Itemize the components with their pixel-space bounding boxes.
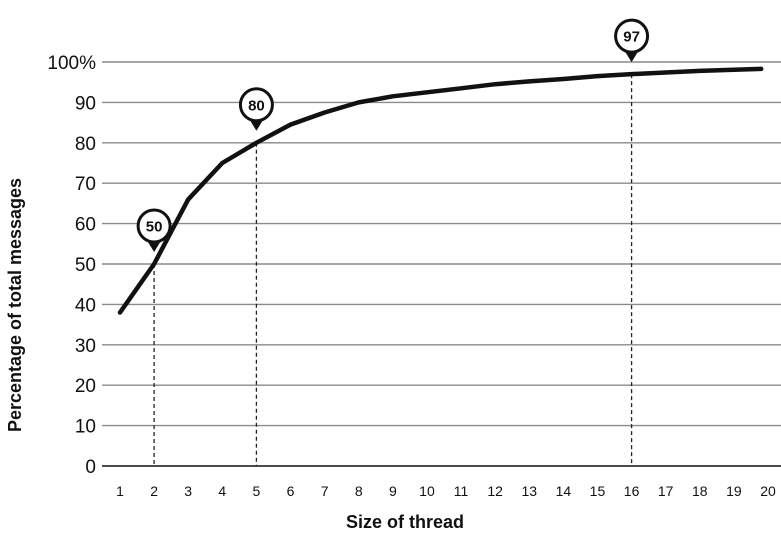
x-tick-label: 17 — [658, 483, 674, 499]
x-tick-label: 20 — [760, 483, 776, 499]
series-line — [117, 66, 764, 315]
x-tick-label: 18 — [692, 483, 708, 499]
y-tick-label: 30 — [75, 336, 96, 357]
grid-lines — [102, 61, 781, 467]
x-tick-label: 10 — [419, 483, 435, 499]
x-tick-label: 11 — [454, 483, 469, 499]
annotation-callouts: 50 80 97 — [136, 18, 650, 252]
y-tick-label: 80 — [75, 134, 96, 155]
callout-label: 97 — [623, 29, 640, 46]
series-layer — [117, 66, 764, 315]
callout-label: 80 — [248, 97, 265, 114]
y-tick-label: 0 — [85, 457, 96, 478]
annotation-callout: 50 — [136, 208, 172, 252]
y-tick-labels: 0 10 20 30 40 50 60 70 80 90 100% — [47, 53, 96, 478]
x-tick-label: 1 — [116, 483, 124, 499]
y-tick-label: 20 — [75, 376, 96, 397]
x-tick-label: 15 — [590, 483, 606, 499]
x-tick-label: 13 — [521, 483, 537, 499]
x-tick-label: 14 — [556, 483, 572, 499]
x-tick-label: 8 — [355, 483, 363, 499]
y-tick-label: 60 — [75, 215, 96, 236]
y-tick-label: 100% — [47, 53, 96, 74]
y-tick-label: 40 — [75, 295, 96, 316]
annotation-callout: 97 — [614, 18, 650, 63]
x-tick-label: 4 — [218, 483, 226, 499]
x-axis-title: Size of thread — [346, 512, 464, 532]
x-tick-label: 16 — [624, 483, 640, 499]
annotation-droplines — [153, 74, 633, 466]
y-tick-label: 50 — [75, 255, 96, 276]
x-tick-label: 12 — [487, 483, 503, 499]
x-tick-label: 6 — [287, 483, 295, 499]
x-tick-label: 9 — [389, 483, 397, 499]
x-tick-labels: 1 2 3 4 5 6 7 8 9 10 11 12 13 14 15 16 17 18 19 20 — [116, 483, 776, 499]
x-tick-label: 7 — [321, 483, 329, 499]
callout-label: 50 — [146, 219, 163, 236]
x-tick-label: 3 — [184, 483, 192, 499]
callout-bubble — [136, 208, 172, 244]
x-tick-label: 5 — [253, 483, 261, 499]
annotation-callout: 80 — [238, 87, 274, 131]
y-tick-label: 90 — [75, 93, 96, 114]
y-axis-title: Percentage of total messages — [5, 178, 25, 432]
x-tick-label: 2 — [150, 483, 158, 499]
y-tick-label: 10 — [75, 417, 96, 438]
callout-bubble — [614, 18, 650, 54]
x-tick-label: 19 — [726, 483, 742, 499]
callout-bubble — [238, 87, 274, 123]
y-tick-label: 70 — [75, 174, 96, 195]
